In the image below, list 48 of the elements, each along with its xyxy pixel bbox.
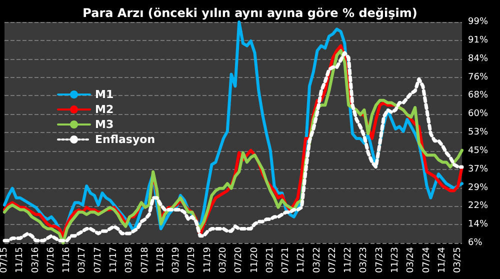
x-tick-label: 07/15 — [0, 247, 10, 273]
x-tick-label: 03/16 — [30, 246, 41, 273]
legend-label: M1 — [95, 88, 114, 101]
x-tick-label: 11/23 — [390, 247, 401, 273]
y-tick-label: 29% — [468, 182, 488, 193]
y-tick-label: 68% — [468, 90, 488, 101]
legend-label: M3 — [95, 118, 114, 131]
x-tick-label: 03/25 — [453, 247, 464, 273]
y-tick-label: 45% — [468, 146, 488, 156]
legend-label: Enflasyon — [95, 133, 156, 146]
x-tick-label: 07/21 — [281, 247, 292, 273]
x-tick-label: 07/22 — [328, 247, 338, 273]
x-tick-label: 11/16 — [62, 246, 72, 273]
x-tick-label: 11/22 — [344, 247, 354, 273]
chart-title: Para Arzı (önceki yılın aynı ayına göre % değişim) — [82, 6, 418, 20]
x-tick-label: 11/24 — [437, 246, 448, 273]
y-tick-label: 60% — [468, 109, 488, 120]
x-tick-label: 03/20 — [218, 246, 228, 273]
y-tick-label: 14% — [468, 220, 488, 230]
x-tick-label: 07/18 — [140, 246, 150, 273]
y-tick-label: 22% — [468, 201, 488, 212]
x-tick-label: 03/22 — [312, 247, 322, 273]
x-tick-label: 07/23 — [374, 247, 385, 273]
y-tick-label: 37% — [468, 164, 488, 174]
y-tick-label: 99% — [468, 17, 488, 27]
legend-label: M2 — [95, 103, 114, 116]
x-tick-label: 03/21 — [265, 247, 276, 273]
x-tick-label: 07/20 — [234, 246, 244, 273]
x-tick-label: 11/15 — [15, 247, 26, 273]
x-tick-label: 03/17 — [78, 247, 88, 273]
x-tick-label: 11/18 — [156, 246, 166, 273]
y-tick-label: 91% — [468, 35, 488, 46]
x-tick-label: 03/23 — [359, 247, 370, 273]
x-tick-label: 07/16 — [46, 246, 56, 273]
y-tick-label: 76% — [468, 72, 488, 82]
x-tick-label: 03/18 — [124, 246, 135, 273]
x-tick-label: 03/19 — [172, 246, 182, 273]
x-tick-label: 11/21 — [296, 247, 307, 273]
y-tick-label: 53% — [468, 128, 488, 138]
x-tick-label: 11/20 — [250, 246, 260, 273]
y-tick-label: 84% — [468, 54, 488, 64]
x-tick-label: 07/17 — [93, 247, 104, 273]
x-tick-label: 11/19 — [202, 246, 213, 273]
x-tick-label: 07/19 — [187, 246, 198, 273]
x-tick-label: 03/24 — [406, 246, 416, 273]
x-tick-label: 11/17 — [108, 247, 119, 273]
x-tick-label: 07/24 — [422, 246, 432, 273]
y-tick-label: 6% — [468, 238, 483, 248]
